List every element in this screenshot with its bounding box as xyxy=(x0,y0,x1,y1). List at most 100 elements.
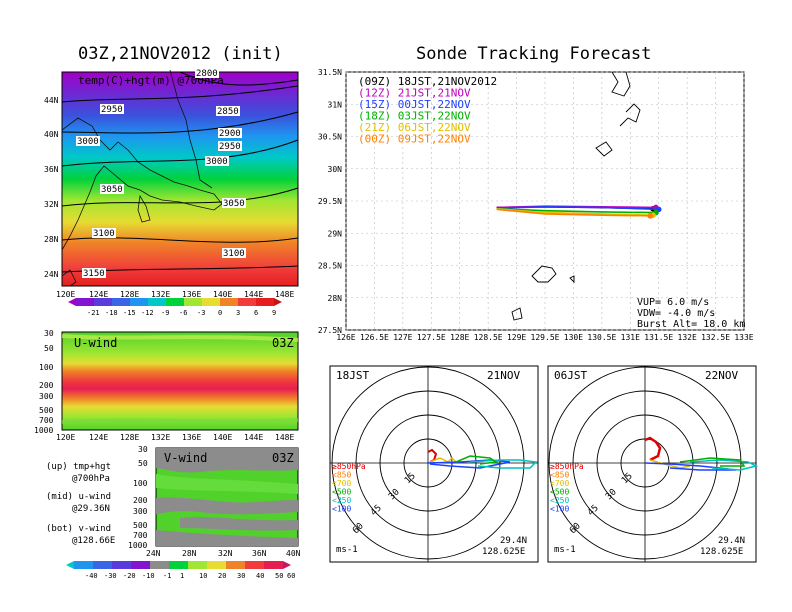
colorbar-label: -20 xyxy=(123,572,136,580)
lon-tick: 136E xyxy=(182,433,201,442)
pressure-tick: 100 xyxy=(39,363,54,372)
legend-entry: (21Z) 06JST,22NOV xyxy=(358,121,471,134)
contour-label: 2950 xyxy=(101,105,123,115)
lat-tick: 36N xyxy=(252,549,267,558)
uwind-label: U-wind xyxy=(74,336,117,350)
hodo1-time: 18JST xyxy=(336,369,369,382)
colorbar-label: -6 xyxy=(179,309,187,317)
pressure-tick: 700 xyxy=(133,531,148,540)
pressure-legend-entry: <500 xyxy=(332,488,351,497)
contour-label: 2800 xyxy=(196,69,218,79)
track-line xyxy=(496,207,656,214)
colorbar-label: 3 xyxy=(236,309,240,317)
lon-tick: 127.5E xyxy=(417,333,446,342)
hodo1-unit: ms-1 xyxy=(336,545,358,555)
temp-lat-ticks: 44N 40N 36N 32N 28N 24N xyxy=(44,96,59,279)
param-line: VUP= 6.0 m/s xyxy=(637,297,709,308)
track-line xyxy=(496,207,654,216)
legend-entry: (00Z) 09JST,22NOV xyxy=(358,133,471,146)
track-line xyxy=(496,206,659,211)
lon-tick: 144E xyxy=(244,433,263,442)
uwind-pressure-ticks: 30 50 100 200 300 500 700 1000 xyxy=(34,329,54,435)
colorbar-label: -15 xyxy=(123,309,136,317)
contour-label: 2950 xyxy=(219,142,241,152)
pressure-legend-entry: <250 xyxy=(550,496,569,505)
lon-tick: 129E xyxy=(507,333,526,342)
legend-line: @29.36N xyxy=(72,504,110,514)
track-endpoint xyxy=(647,213,653,219)
lat-tick: 29N xyxy=(328,229,343,238)
lat-tick: 44N xyxy=(44,96,59,105)
pressure-legend-2: ≥850hPa<850<700<500<250<100 xyxy=(550,462,584,514)
vwind-lat-ticks: 24N 28N 32N 36N 40N xyxy=(146,549,301,558)
pressure-legend-1: ≥850hPa<850<700<500<250<100 xyxy=(332,462,366,514)
hodo2-lon: 128.625E xyxy=(700,547,743,557)
colorbar-label: 6 xyxy=(254,309,258,317)
colorbar-label: 30 xyxy=(237,572,245,580)
colorbar-label: -40 xyxy=(85,572,98,580)
lon-tick: 124E xyxy=(89,433,108,442)
lon-tick: 126.5E xyxy=(360,333,389,342)
pressure-tick: 700 xyxy=(39,416,54,425)
colorbar-label: -1 xyxy=(163,572,171,580)
lon-tick: 128.5E xyxy=(474,333,503,342)
lon-tick: 128E xyxy=(120,290,139,299)
hodo1-lat: 29.4N xyxy=(500,536,527,546)
vwind-panel xyxy=(155,447,299,547)
pressure-tick: 50 xyxy=(138,459,148,468)
legend-entry: (18Z) 03JST,22NOV xyxy=(358,110,471,123)
colorbar-label: -10 xyxy=(142,572,155,580)
pressure-tick: 30 xyxy=(138,445,148,454)
lat-tick: 29.5N xyxy=(318,197,342,206)
right-title: Sonde Tracking Forecast xyxy=(416,44,652,64)
colorbar-label: 9 xyxy=(272,309,276,317)
colorbar-label: -21 xyxy=(87,309,100,317)
lon-tick: 131.5E xyxy=(644,333,673,342)
pressure-tick: 200 xyxy=(39,381,54,390)
pressure-legend-entry: <250 xyxy=(332,496,351,505)
lat-tick: 30.5N xyxy=(318,133,342,142)
lon-tick: 129.5E xyxy=(531,333,560,342)
contour-label: 3050 xyxy=(101,185,123,195)
pressure-legend-entry: <100 xyxy=(332,505,351,514)
lat-tick: 36N xyxy=(44,165,59,174)
lon-tick: 148E xyxy=(275,290,294,299)
pressure-tick: 30 xyxy=(44,329,54,338)
legend-entry: (09Z) 18JST,21NOV2012 xyxy=(358,75,497,88)
contour-label: 2900 xyxy=(219,129,241,139)
vwind-pressure-ticks: 30 50 100 200 300 500 700 1000 xyxy=(128,445,148,550)
contour-label: 3050 xyxy=(223,199,245,209)
hodo1-date: 21NOV xyxy=(487,369,520,382)
pressure-tick: 500 xyxy=(39,406,54,415)
lon-tick: 132E xyxy=(151,433,170,442)
legend-line: (up) tmp+hgt xyxy=(46,462,111,472)
track-legend: (09Z) 18JST,21NOV2012(12Z) 21JST,21NOV(1… xyxy=(358,75,497,146)
hodo2-date: 22NOV xyxy=(705,369,738,382)
lon-tick: 148E xyxy=(275,433,294,442)
lon-tick: 127E xyxy=(393,333,412,342)
hodograph-1 xyxy=(329,365,539,563)
lon-tick: 120E xyxy=(56,290,75,299)
panel-legend: (up) tmp+hgt @700hPa (mid) u-wind @29.36… xyxy=(46,462,115,546)
param-line: VDW= -4.0 m/s xyxy=(637,308,715,319)
wind-colorbar-labels: -40 -30 -20 -10 -1 1 10 20 30 40 50 60 xyxy=(85,572,295,580)
colorbar-label: 50 xyxy=(275,572,283,580)
hodo1-lon: 128.625E xyxy=(482,547,525,557)
contour-labels: 2800 2850 2950 2900 2950 3000 3000 3050 … xyxy=(76,68,246,279)
legend-line: @128.66E xyxy=(72,536,115,546)
lat-tick: 28.5N xyxy=(318,262,342,271)
colorbar-label: 1 xyxy=(180,572,184,580)
track-params: VUP= 6.0 m/s VDW= -4.0 m/s Burst Alt= 18… xyxy=(637,297,745,330)
lon-tick: 132E xyxy=(678,333,697,342)
contour-label: 3000 xyxy=(77,137,99,147)
lat-tick: 28N xyxy=(182,549,197,558)
pressure-legend-entry: <850 xyxy=(332,471,351,480)
colorbar-label: -12 xyxy=(141,309,154,317)
pressure-legend-entry: <700 xyxy=(550,479,569,488)
lat-tick: 31.5N xyxy=(318,68,342,77)
lon-tick: 132E xyxy=(151,290,170,299)
hodo2-unit: ms-1 xyxy=(554,545,576,555)
vwind-time: 03Z xyxy=(272,451,294,465)
pressure-tick: 300 xyxy=(39,392,54,401)
